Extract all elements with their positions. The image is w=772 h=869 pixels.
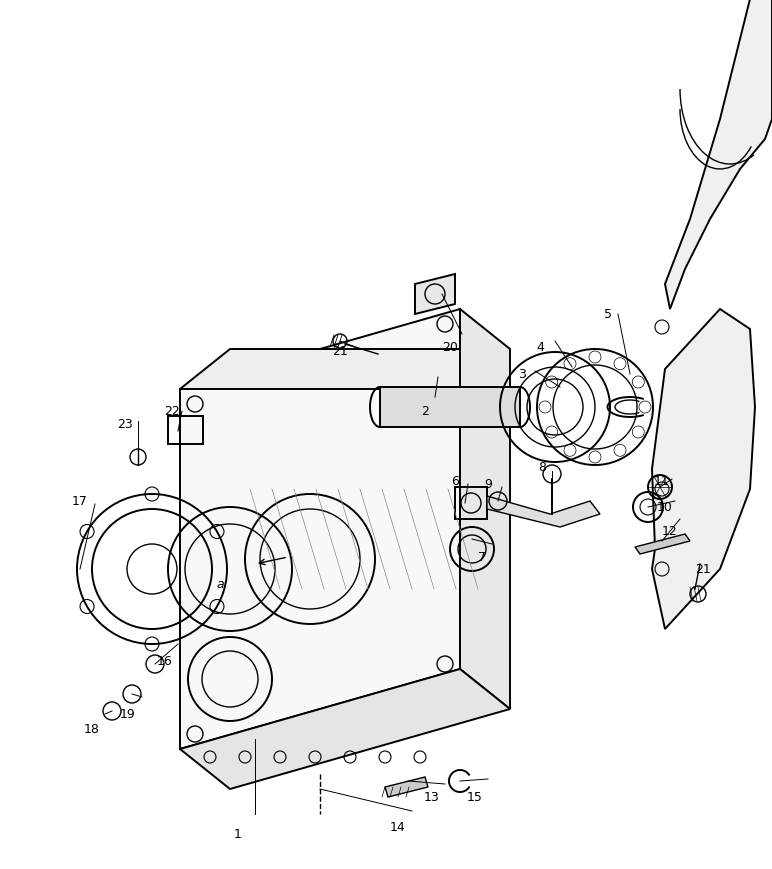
Text: 4: 4 (536, 342, 544, 354)
Text: 6: 6 (451, 475, 459, 488)
Text: 9: 9 (484, 478, 492, 491)
Text: 21: 21 (695, 563, 711, 576)
Polygon shape (180, 349, 510, 389)
Text: 3: 3 (518, 368, 526, 381)
Polygon shape (487, 496, 600, 527)
Text: 15: 15 (467, 791, 483, 804)
Polygon shape (380, 388, 520, 428)
Text: 19: 19 (120, 707, 136, 720)
Text: 2: 2 (421, 405, 429, 418)
Text: 10: 10 (657, 501, 673, 514)
Text: 12: 12 (662, 525, 678, 538)
Polygon shape (460, 309, 510, 709)
Text: 23: 23 (117, 418, 133, 431)
Text: 11: 11 (654, 475, 670, 488)
Text: 20: 20 (442, 342, 458, 354)
Text: 22: 22 (164, 405, 180, 418)
Polygon shape (180, 669, 510, 789)
Text: 14: 14 (390, 820, 406, 833)
Text: 17: 17 (72, 495, 88, 507)
Text: 8: 8 (538, 461, 546, 474)
Polygon shape (415, 275, 455, 315)
Text: 7: 7 (478, 551, 486, 564)
Polygon shape (385, 777, 428, 797)
Polygon shape (665, 0, 772, 309)
Bar (168, 416, 203, 444)
Text: 5: 5 (604, 308, 612, 322)
Polygon shape (180, 309, 460, 749)
Text: 18: 18 (84, 723, 100, 736)
Text: 1: 1 (234, 827, 242, 840)
Text: a: a (216, 578, 224, 591)
Text: 16: 16 (157, 654, 173, 667)
Text: 13: 13 (424, 791, 440, 804)
Polygon shape (652, 309, 755, 629)
Text: 21: 21 (332, 345, 348, 358)
Bar (455, 488, 487, 520)
Polygon shape (635, 534, 690, 554)
